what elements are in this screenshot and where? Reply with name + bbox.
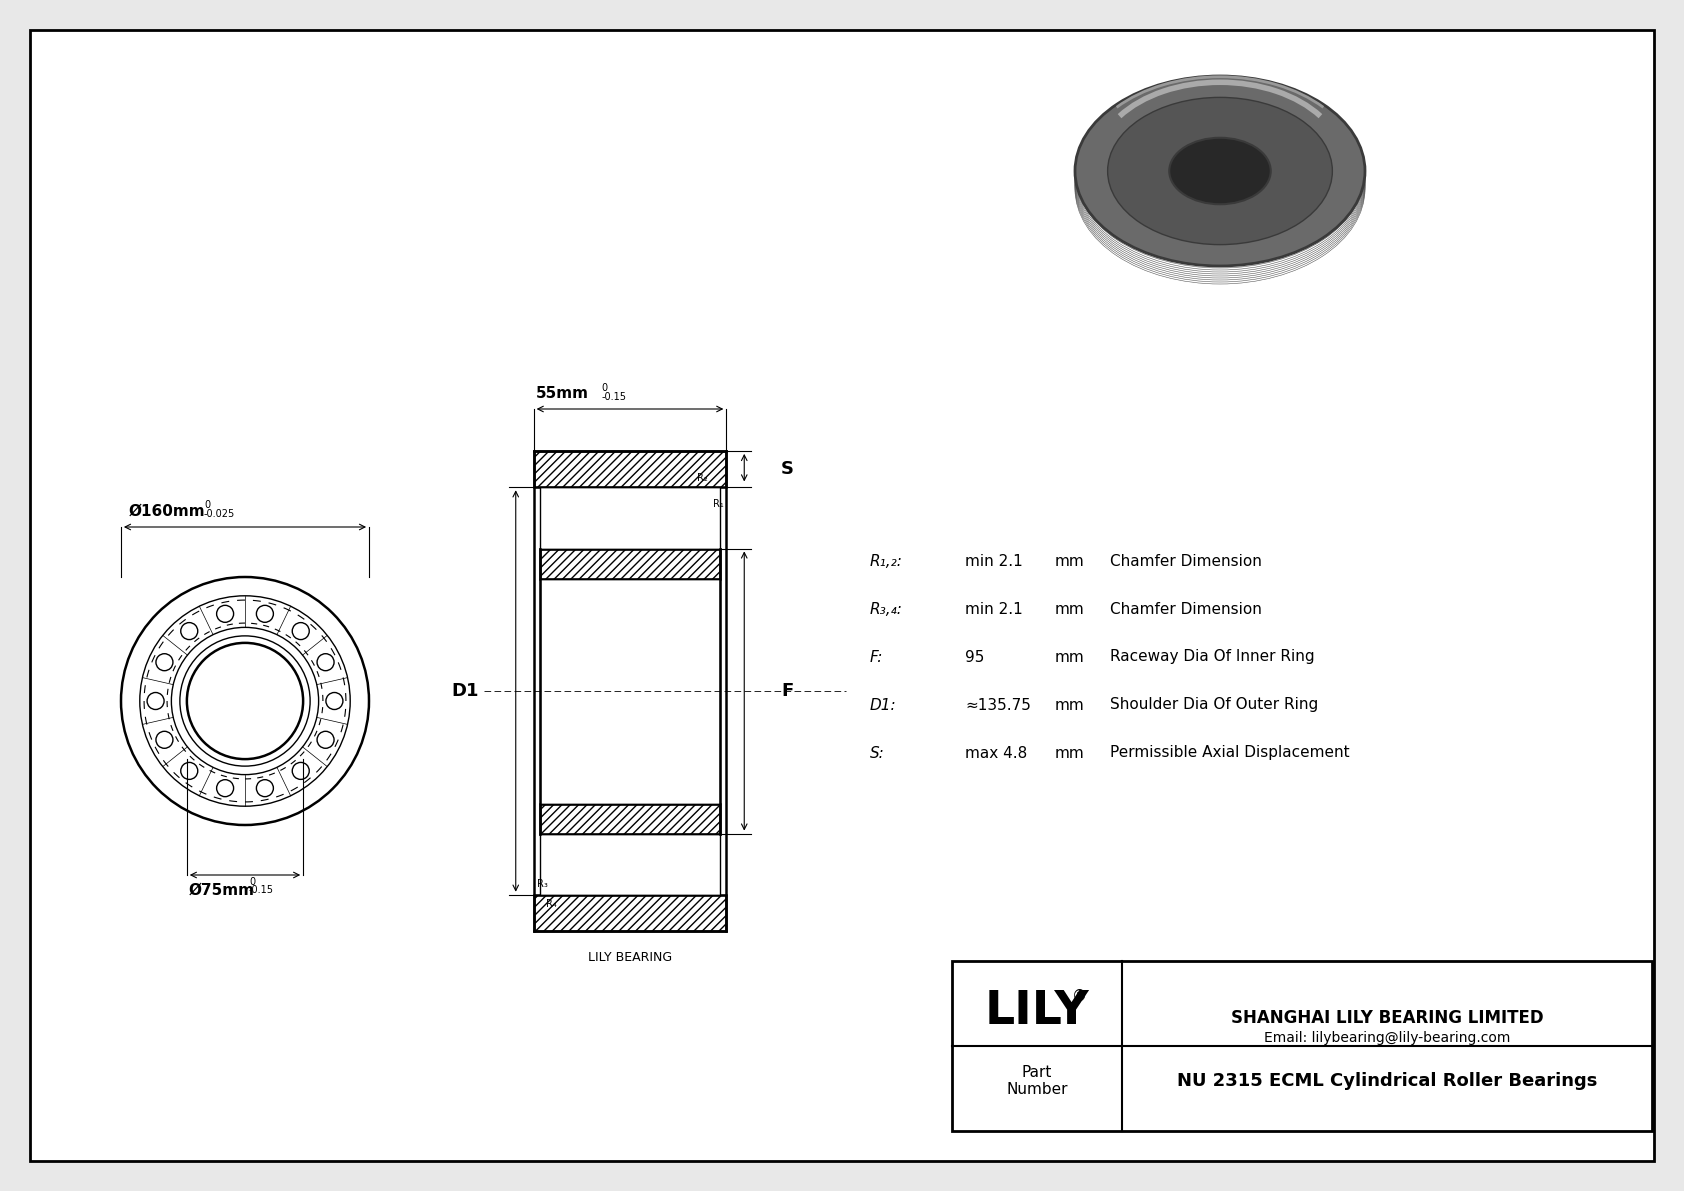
Text: min 2.1: min 2.1 [965,554,1022,568]
Text: D1:: D1: [871,698,896,712]
Text: Chamfer Dimension: Chamfer Dimension [1110,601,1261,617]
Text: F:: F: [871,649,884,665]
Text: Permissible Axial Displacement: Permissible Axial Displacement [1110,746,1349,761]
Text: mm: mm [1054,554,1084,568]
Text: Part
Number: Part Number [1007,1065,1068,1097]
Text: SHANGHAI LILY BEARING LIMITED: SHANGHAI LILY BEARING LIMITED [1231,1009,1543,1027]
Text: -0.15: -0.15 [601,392,626,403]
Text: R₁,₂:: R₁,₂: [871,554,903,568]
Bar [541,579,721,804]
Text: -0.15: -0.15 [249,885,274,894]
Text: S:: S: [871,746,884,761]
Bar [534,894,726,931]
Bar [541,804,721,834]
Text: Ø75mm: Ø75mm [189,883,254,898]
Text: -0.025: -0.025 [204,509,236,519]
Text: Chamfer Dimension: Chamfer Dimension [1110,554,1261,568]
Bar [534,451,726,487]
Text: min 2.1: min 2.1 [965,601,1022,617]
Ellipse shape [1074,76,1366,266]
Text: Shoulder Dia Of Outer Ring: Shoulder Dia Of Outer Ring [1110,698,1319,712]
Text: mm: mm [1054,698,1084,712]
Text: R₃,₄:: R₃,₄: [871,601,903,617]
Text: F: F [781,682,793,700]
Text: 95: 95 [965,649,985,665]
Text: NU 2315 ECML Cylindrical Roller Bearings: NU 2315 ECML Cylindrical Roller Bearings [1177,1072,1596,1090]
Bar [951,961,1652,1131]
Text: max 4.8: max 4.8 [965,746,1027,761]
Text: 0: 0 [249,877,254,887]
Text: LILY: LILY [985,989,1090,1034]
Text: 55mm: 55mm [536,386,589,401]
Text: ®: ® [1073,989,1088,1004]
Text: LILY BEARING: LILY BEARING [588,950,672,964]
Text: Email: lilybearing@lily-bearing.com: Email: lilybearing@lily-bearing.com [1263,1031,1511,1045]
Text: Ø160mm: Ø160mm [130,504,205,519]
Ellipse shape [1169,138,1271,204]
Text: R₂: R₂ [697,473,707,484]
Text: Raceway Dia Of Inner Ring: Raceway Dia Of Inner Ring [1110,649,1315,665]
Text: 0: 0 [601,384,608,393]
Text: R₄: R₄ [546,899,556,909]
Text: mm: mm [1054,746,1084,761]
Text: D1: D1 [451,682,478,700]
Bar [541,834,721,894]
Text: 0: 0 [204,500,210,510]
Text: mm: mm [1054,649,1084,665]
Text: R₃: R₃ [537,879,547,888]
Bar [541,487,721,549]
Text: mm: mm [1054,601,1084,617]
Text: R₁: R₁ [714,499,724,510]
Text: S: S [781,460,795,479]
Text: ≈135.75: ≈135.75 [965,698,1031,712]
Bar [541,549,721,579]
Ellipse shape [1108,98,1332,244]
